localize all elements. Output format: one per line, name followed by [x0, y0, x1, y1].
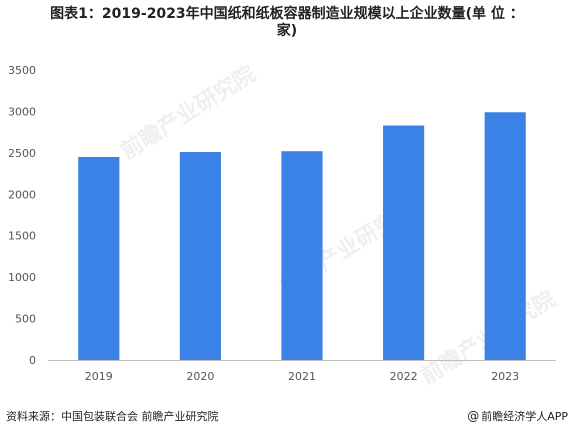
y-tick-label: 0	[29, 354, 36, 367]
bars	[78, 112, 526, 360]
y-tick-label: 2000	[8, 188, 36, 201]
x-tick-label: 2023	[491, 370, 519, 383]
y-tick-label: 3000	[8, 105, 36, 118]
footer: 资料来源：中国包装联合会 前瞻产业研究院 @ 前瞻经济学人APP	[6, 408, 568, 428]
brand-credit: @ 前瞻经济学人APP	[467, 408, 568, 424]
x-axis: 2019 2020 2021 2022 2023	[85, 370, 519, 383]
x-tick-label: 2021	[288, 370, 316, 383]
bar-2019	[78, 157, 120, 360]
y-tick-label: 1500	[8, 230, 36, 243]
y-axis: 0 500 1000 1500 2000 2500 3000 3500	[8, 64, 36, 367]
y-tick-label: 1000	[8, 271, 36, 284]
chart-title-line1: 图表1：2019-2023年中国纸和纸板容器制造业规模以上企业数量(单 位 ：	[50, 6, 524, 22]
bar-chart: 0 500 1000 1500 2000 2500 3000 3500 2019 2020 202…	[8, 64, 556, 383]
bar-2022	[383, 125, 425, 360]
x-tick-label: 2022	[390, 370, 418, 383]
brand-label: 前瞻经济学人APP	[481, 410, 568, 423]
y-tick-label: 500	[15, 313, 36, 326]
bar-2021	[281, 151, 323, 360]
chart-title-line2: 家)	[276, 23, 298, 39]
bar-2023	[484, 112, 526, 360]
x-tick-label: 2020	[186, 370, 214, 383]
y-tick-label: 2500	[8, 147, 36, 160]
at-sign-icon: @	[467, 409, 480, 423]
source-note: 资料来源：中国包装联合会 前瞻产业研究院	[6, 410, 219, 423]
x-tick-label: 2019	[85, 370, 113, 383]
y-tick-label: 3500	[8, 64, 36, 77]
chart-title: 图表1：2019-2023年中国纸和纸板容器制造业规模以上企业数量(单 位 ： …	[0, 6, 574, 40]
bar-2020	[179, 152, 221, 360]
